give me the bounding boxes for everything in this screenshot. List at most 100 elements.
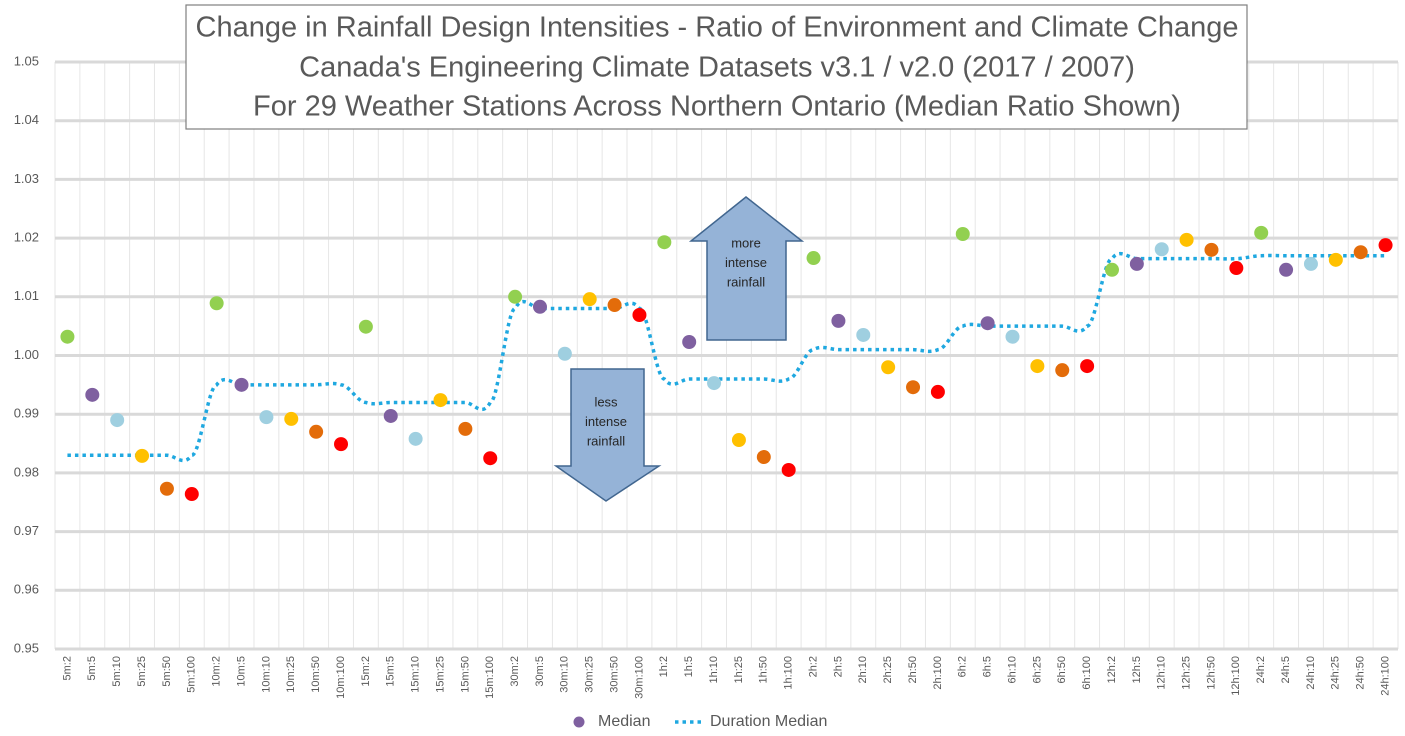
- annotation-text: intense: [585, 414, 627, 429]
- median-point: [433, 393, 448, 408]
- median-point: [1030, 359, 1045, 374]
- x-tick-label: 2h:100: [932, 656, 944, 690]
- x-tick-label: 24h:10: [1305, 656, 1317, 690]
- x-tick-label: 30m:100: [633, 656, 645, 699]
- x-tick-label: 1h:25: [733, 656, 745, 684]
- x-tick-label: 5m:100: [186, 656, 198, 693]
- legend: Median Duration Median: [573, 713, 827, 730]
- median-point: [284, 411, 299, 426]
- annotation-text: intense: [725, 255, 767, 270]
- x-tick-label: 1h:2: [658, 656, 670, 677]
- y-tick-label: 0.97: [14, 523, 39, 538]
- x-tick-label: 2h:50: [907, 656, 919, 684]
- x-tick-label: 30m:25: [584, 656, 596, 693]
- x-tick-label: 5m:25: [136, 656, 148, 687]
- x-tick-label: 30m:50: [608, 656, 620, 693]
- x-tick-label: 15m:100: [484, 656, 496, 699]
- x-tick-label: 24h:5: [1280, 656, 1292, 684]
- median-point: [930, 384, 945, 399]
- median-point: [607, 298, 622, 313]
- median-point: [1353, 245, 1368, 260]
- median-point: [508, 289, 523, 304]
- median-point: [532, 299, 547, 314]
- median-point: [1005, 329, 1020, 344]
- annotations: more intense rainfall less intense rainfall: [553, 196, 805, 502]
- median-point: [184, 487, 199, 502]
- median-point: [259, 410, 274, 425]
- x-tick-label: 2h:25: [882, 656, 894, 684]
- median-point: [657, 235, 672, 250]
- median-point: [632, 307, 647, 322]
- x-tick-label: 24h:100: [1379, 656, 1391, 696]
- x-tick-label: 12h:100: [1230, 656, 1242, 696]
- median-point: [1055, 363, 1070, 378]
- chart-title: For 29 Weather Stations Across Northern …: [253, 91, 1181, 123]
- median-point: [980, 316, 995, 331]
- median-point: [1104, 262, 1119, 277]
- median-point: [881, 360, 896, 375]
- median-point: [682, 334, 697, 349]
- median-point: [731, 433, 746, 448]
- x-tick-label: 15m:5: [385, 656, 397, 687]
- median-point: [135, 448, 150, 463]
- median-point: [234, 377, 249, 392]
- median-point: [209, 296, 224, 311]
- median-point: [85, 387, 100, 402]
- x-tick-label: 30m:10: [559, 656, 571, 693]
- x-tick-label: 1h:100: [783, 656, 795, 690]
- x-tick-label: 15m:2: [360, 656, 372, 687]
- median-point: [383, 408, 398, 423]
- y-tick-label: 1.05: [14, 53, 39, 68]
- x-tick-label: 1h:10: [708, 656, 720, 684]
- median-point: [1279, 262, 1294, 277]
- down-arrow: [553, 368, 662, 502]
- median-point: [906, 380, 921, 395]
- median-point: [1080, 359, 1095, 374]
- y-tick-label: 0.95: [14, 640, 39, 655]
- x-tick-label: 10m:2: [211, 656, 223, 687]
- x-tick-label: 15m:25: [434, 656, 446, 693]
- legend-label: Median: [598, 713, 650, 730]
- median-point: [1204, 242, 1219, 257]
- x-tick-label: 12h:25: [1181, 656, 1193, 690]
- legend-label: Duration Median: [710, 713, 827, 730]
- median-point: [1154, 242, 1169, 257]
- median-point: [110, 413, 125, 428]
- annotation-text: less: [594, 394, 618, 409]
- chart-title: Change in Rainfall Design Intensities - …: [196, 12, 1239, 44]
- x-tick-label: 5m:50: [161, 656, 173, 687]
- x-tick-label: 5m:5: [86, 656, 98, 680]
- median-point: [806, 251, 821, 266]
- x-tick-label: 10m:50: [310, 656, 322, 693]
- x-tick-label: 10m:5: [235, 656, 247, 687]
- x-tick-label: 1h:5: [683, 656, 695, 677]
- median-point: [60, 329, 75, 344]
- x-tick-label: 6h:10: [1006, 656, 1018, 684]
- legend-swatch: [573, 716, 585, 728]
- x-tick-label: 15m:10: [410, 656, 422, 693]
- median-point: [1229, 261, 1244, 276]
- x-tick-label: 5m:2: [61, 656, 73, 680]
- median-point: [159, 481, 174, 496]
- median-point: [1179, 232, 1194, 247]
- median-point: [458, 421, 473, 436]
- x-tick-label: 5m:10: [111, 656, 123, 687]
- x-tick-label: 6h:100: [1081, 656, 1093, 690]
- median-point: [334, 437, 349, 452]
- y-tick-label: 0.99: [14, 406, 39, 421]
- x-tick-label: 24h:50: [1355, 656, 1367, 690]
- chart-title: Canada's Engineering Climate Datasets v3…: [299, 52, 1135, 84]
- median-point: [831, 313, 846, 328]
- median-point: [756, 450, 771, 465]
- plot: [60, 225, 1393, 502]
- x-tick-label: 30m:2: [509, 656, 521, 687]
- title-box: Change in Rainfall Design Intensities - …: [185, 4, 1248, 130]
- median-point: [856, 327, 871, 342]
- y-tick-label: 0.96: [14, 582, 39, 597]
- x-tick-label: 6h:25: [1031, 656, 1043, 684]
- y-tick-label: 1.02: [14, 230, 39, 245]
- median-point: [1378, 238, 1393, 253]
- median-point: [408, 431, 423, 446]
- median-point: [781, 462, 796, 477]
